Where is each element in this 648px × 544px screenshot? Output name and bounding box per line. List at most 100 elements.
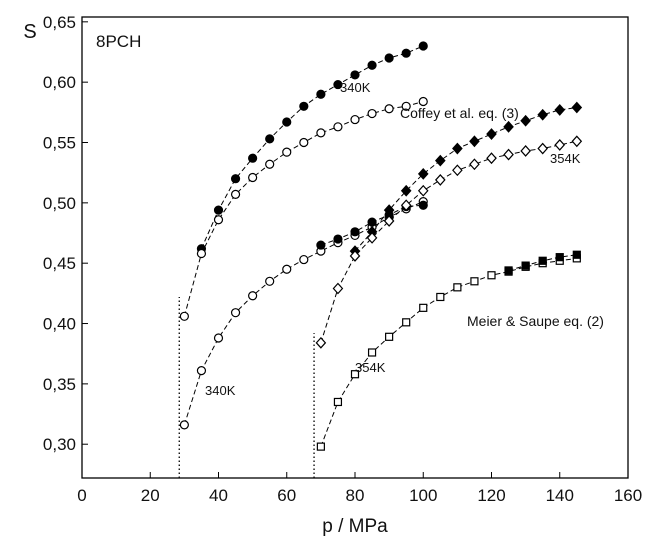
point (333, 234, 343, 244)
point (265, 276, 275, 286)
annotation: 340K (205, 383, 236, 398)
point (196, 248, 207, 259)
point (282, 264, 292, 274)
annotation: 354K (550, 151, 581, 166)
point (316, 89, 326, 99)
point (554, 104, 566, 116)
point (350, 370, 360, 379)
point (521, 261, 530, 270)
y-tick-label: 0,55 (43, 134, 76, 153)
point (504, 266, 513, 275)
x-tick-label: 80 (346, 486, 365, 505)
point (248, 291, 258, 301)
point (333, 122, 343, 132)
point (316, 240, 326, 250)
point (367, 108, 377, 119)
x-tick-label: 160 (614, 486, 642, 505)
point (469, 158, 480, 171)
point (196, 365, 207, 376)
point (213, 215, 224, 225)
x-tick-label: 120 (477, 486, 505, 505)
point (316, 442, 325, 451)
y-tick-label: 0,60 (43, 73, 76, 92)
point (419, 303, 428, 312)
point (350, 70, 360, 80)
point (315, 336, 327, 349)
point (366, 231, 378, 244)
x-tick-label: 20 (141, 486, 160, 505)
point (400, 184, 412, 197)
point (452, 142, 463, 155)
point (248, 153, 258, 163)
x-tick-label: 140 (546, 486, 574, 505)
point (213, 205, 224, 215)
y-axis-label: S (23, 21, 36, 43)
point (401, 48, 411, 58)
y-tick-label: 0,50 (43, 194, 76, 213)
point (299, 137, 309, 148)
series-line (320, 257, 577, 447)
point (230, 308, 241, 318)
point (333, 79, 343, 90)
point (402, 318, 411, 327)
point (537, 142, 548, 155)
point (367, 60, 377, 70)
point (179, 420, 189, 430)
y-tick-label: 0,45 (43, 254, 76, 273)
point (384, 104, 394, 114)
point (453, 283, 462, 292)
point (452, 164, 463, 177)
point (571, 135, 583, 148)
point (367, 217, 377, 227)
point (230, 189, 241, 200)
point (418, 41, 428, 51)
x-axis-label: p / MPa (322, 516, 388, 537)
point (469, 135, 480, 148)
point (213, 333, 224, 343)
y-tick-label: 0,40 (43, 315, 76, 334)
point (520, 114, 531, 127)
point (470, 277, 479, 286)
point (350, 227, 360, 237)
annotation: Coffey et al. eq. (3) (400, 105, 519, 121)
point (486, 152, 497, 165)
point (487, 271, 496, 280)
point (401, 101, 411, 111)
point (332, 282, 344, 295)
point (571, 101, 583, 114)
point (503, 120, 514, 133)
point (417, 184, 429, 197)
annotation: 8PCH (96, 32, 141, 51)
point (435, 174, 446, 186)
point (385, 332, 394, 341)
point (265, 159, 275, 169)
point (316, 128, 326, 138)
point (230, 174, 241, 184)
point (555, 253, 564, 262)
annotation: 340K (340, 80, 371, 95)
point (248, 172, 258, 183)
annotation: Meier & Saupe eq. (2) (467, 313, 604, 329)
point (350, 114, 360, 125)
annotation: 354K (355, 360, 386, 375)
x-tick-label: 60 (277, 486, 296, 505)
y-tick-label: 0,65 (43, 13, 76, 32)
point (554, 139, 566, 151)
y-tick-label: 0,35 (43, 375, 76, 394)
point (538, 256, 547, 265)
point (299, 101, 309, 111)
point (486, 128, 497, 140)
point (367, 348, 377, 357)
point (537, 108, 548, 121)
point (384, 53, 394, 63)
point (265, 134, 275, 144)
point (435, 154, 446, 167)
x-tick-label: 0 (77, 486, 86, 505)
point (417, 167, 429, 180)
x-tick-label: 100 (409, 486, 437, 505)
point (400, 199, 412, 212)
point (383, 215, 395, 227)
point (282, 147, 292, 157)
point (418, 200, 428, 210)
